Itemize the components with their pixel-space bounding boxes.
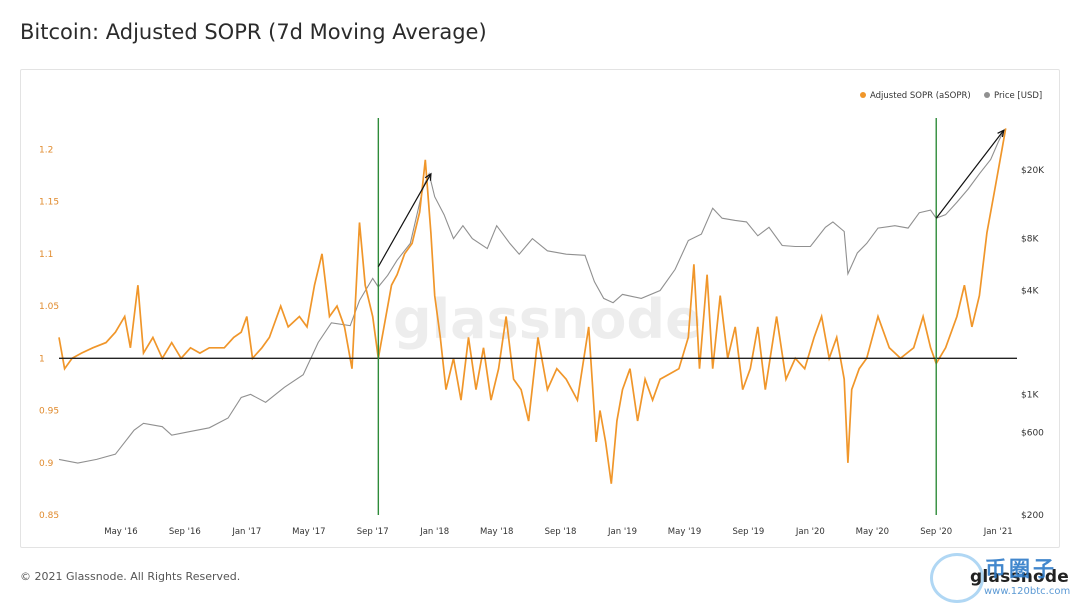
x-tick-label: Sep '16 (169, 527, 201, 537)
legend: Adjusted SOPR (aSOPR) Price [USD] (860, 91, 1042, 101)
x-tick-label: May '20 (856, 527, 889, 537)
y-right-tick-label: $20K (1021, 166, 1045, 176)
y-right-tick-label: $8K (1021, 235, 1039, 245)
trend-arrow-head-1 (997, 129, 1005, 138)
y-left-ticks: 0.85 0.9 0.95 1 1.05 1.1 1.15 1.2 (39, 145, 59, 521)
x-tick-label: Sep '18 (545, 527, 577, 537)
x-tick-label: May '17 (292, 527, 325, 537)
x-tick-label: Jan '21 (983, 527, 1013, 537)
x-tick-label: May '19 (668, 527, 701, 537)
legend-label-price: Price [USD] (994, 91, 1042, 101)
asopr-series-line (58, 128, 1007, 484)
trend-arrow-shaft-1 (935, 129, 1005, 219)
legend-dot-asopr (860, 92, 866, 98)
x-tick-label: Jan '19 (607, 527, 637, 537)
glassnode-logo: glassnode (970, 567, 1069, 587)
legend-item-asopr[interactable]: Adjusted SOPR (aSOPR) (860, 91, 971, 101)
x-tick-label: May '18 (480, 527, 513, 537)
chart-svg: 0.85 0.9 0.95 1 1.05 1.1 1.15 1.2 $200 $600 $1K $4… (39, 91, 1045, 537)
x-tick-label: Sep '19 (732, 527, 764, 537)
chart-frame: 0.85 0.9 0.95 1 1.05 1.1 1.15 1.2 $200 $600 $1K $4… (20, 69, 1060, 548)
y-right-tick-label: $200 (1021, 511, 1044, 521)
y-right-tick-label: $600 (1021, 429, 1044, 439)
y-left-tick-label: 0.95 (39, 407, 59, 417)
legend-item-price[interactable]: Price [USD] (984, 91, 1042, 101)
y-right-ticks: $200 $600 $1K $4K $8K $20K (1021, 166, 1045, 521)
y-left-tick-label: 1.05 (39, 302, 59, 312)
y-right-tick-label: $1K (1021, 390, 1039, 400)
watermark-chinese-text: 币圈子 (985, 557, 1057, 581)
x-tick-label: Sep '20 (920, 527, 952, 537)
y-left-tick-label: 0.9 (39, 459, 54, 469)
x-tick-label: Jan '17 (231, 527, 261, 537)
trend-arrows (377, 129, 1005, 267)
x-axis-ticks: May '16 Sep '16 Jan '17 May '17 Sep '17 Jan '… (104, 527, 1012, 537)
x-tick-label: Jan '18 (419, 527, 449, 537)
y-left-tick-label: 1 (39, 354, 45, 364)
y-left-tick-label: 1.1 (39, 250, 53, 260)
legend-dot-price (984, 92, 990, 98)
copyright-footer: © 2021 Glassnode. All Rights Reserved. (20, 570, 241, 583)
y-right-tick-label: $4K (1021, 287, 1039, 297)
trend-arrow-shaft-0 (377, 173, 432, 267)
watermark-glassnode: glassnode (393, 288, 702, 351)
y-left-tick-label: 1.15 (39, 198, 59, 208)
page-title: Bitcoin: Adjusted SOPR (7d Moving Averag… (20, 20, 487, 44)
y-left-tick-label: 0.85 (39, 511, 59, 521)
x-tick-label: May '16 (104, 527, 137, 537)
legend-label-asopr: Adjusted SOPR (aSOPR) (870, 91, 971, 101)
trend-arrow-head-0 (424, 172, 432, 181)
watermark-badge-icon (930, 553, 984, 603)
price-series-line (58, 129, 1005, 464)
watermark-url: www.120btc.com (984, 586, 1071, 597)
y-left-tick-label: 1.2 (39, 145, 53, 155)
x-tick-label: Sep '17 (357, 527, 389, 537)
x-tick-label: Jan '20 (795, 527, 825, 537)
